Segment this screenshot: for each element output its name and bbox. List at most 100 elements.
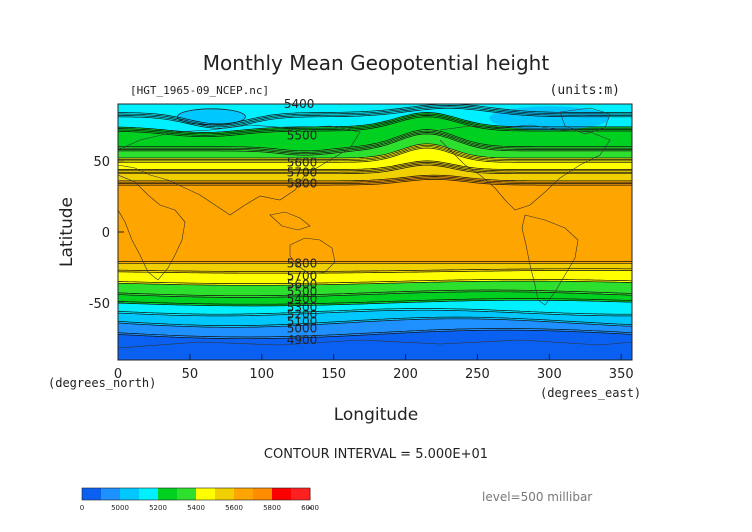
contour-north-5-6	[118, 133, 632, 156]
colorbar-swatch	[291, 488, 311, 500]
colorbar-swatch	[196, 488, 216, 500]
contour-north-8-2	[118, 176, 632, 183]
colorbar-swatch	[139, 488, 159, 500]
x-axis-title: Longitude	[334, 405, 419, 425]
colorbar-swatch	[234, 488, 254, 500]
colorbar-label: 5800	[263, 504, 281, 512]
colorbar-label: 5600	[225, 504, 243, 512]
contour-label: 5100	[287, 315, 318, 329]
contour-south-7-0	[118, 270, 632, 274]
contour-north-4-4	[118, 115, 632, 136]
colorbar-swatch	[253, 488, 273, 500]
filled-contour-bands	[118, 104, 632, 360]
y-tick-label: -50	[89, 297, 110, 312]
coastline-maritime-continent	[269, 211, 311, 231]
band-north-7	[118, 160, 632, 181]
contour-north-8-6	[118, 179, 632, 186]
contour-north-3-0	[118, 104, 632, 125]
contour-south-6-0	[118, 280, 632, 286]
contour-south-1-2	[118, 328, 632, 338]
contour-north-4-6	[118, 116, 632, 138]
coastline-south-america	[521, 214, 579, 306]
colorbar-label: 5200	[149, 504, 167, 512]
contour-north-5-2	[118, 130, 632, 153]
y-axis-ticks: 50 0 -50	[89, 155, 124, 312]
colorbar-swatch	[82, 488, 102, 500]
contour-label: 5600	[287, 278, 318, 292]
colorbar-label: ∞	[307, 504, 313, 512]
contour-north-6-4	[118, 146, 632, 162]
band-north-6	[118, 143, 632, 170]
contour-south-3-0	[118, 309, 632, 317]
colorbar: 0 5000 5200 5400 5600 5800 6000∞	[80, 487, 319, 512]
contour-south-4-0	[118, 299, 632, 307]
colorbar-frame	[81, 487, 311, 501]
x-tick-label: 200	[393, 367, 418, 382]
contour-label: 5800	[287, 256, 318, 270]
contour-label: 5500	[287, 128, 318, 142]
colorbar-swatch	[177, 488, 197, 500]
x-tick-label: 250	[465, 367, 490, 382]
colorbar-label: 5000	[111, 504, 129, 512]
coastline-eurasia	[118, 124, 361, 216]
level-text: level=500 millibar	[482, 490, 592, 504]
coastline-australia	[289, 237, 336, 275]
x-axis-ticks: 0 50 100 150 200 250 300 350	[114, 354, 634, 382]
contour-label: 5700	[287, 165, 318, 179]
contour-label: 5300	[287, 300, 318, 314]
coastline-greenland	[559, 107, 611, 135]
contour-north-5-0	[118, 129, 632, 152]
contour-north-4-0	[118, 112, 632, 133]
contour-north-8-0	[118, 174, 632, 182]
band-north-4	[118, 112, 632, 151]
contour-interval-text: CONTOUR INTERVAL = 5.000E+01	[264, 447, 488, 462]
contour-label: 5400	[284, 97, 315, 111]
plot-area: 0 50 100 150 200 250 300 350 500-50 54005500560…	[89, 97, 634, 382]
band-south-0	[118, 330, 632, 360]
contour-north-7-4	[118, 163, 632, 173]
contour-south-2-0	[118, 318, 632, 328]
x-tick-label: 150	[321, 367, 346, 382]
contour-label: 5200	[287, 307, 318, 321]
contour-north-6-6	[118, 147, 632, 163]
contour-north-7-6	[118, 164, 632, 175]
contour-north-7-2	[118, 161, 632, 172]
contour-label: 5400	[287, 292, 318, 306]
contour-label: 5600	[287, 155, 318, 169]
contour-south-7-2	[118, 268, 632, 272]
contour-lines	[118, 104, 632, 340]
contour-north-5-4	[118, 132, 632, 155]
colorbar-label: 6000	[301, 504, 319, 512]
band-south-2	[118, 310, 632, 328]
contour-south-3-2	[118, 308, 632, 315]
band-south-4	[118, 291, 632, 306]
band-south-1	[118, 318, 632, 339]
units-label: (units:m)	[550, 83, 620, 98]
contour-value-labels: 5400550056005700580058005700560055005400…	[284, 97, 317, 347]
contour-north-8-4	[118, 177, 632, 184]
contour-north-3-6	[118, 107, 632, 129]
x-tick-label: 100	[249, 367, 274, 382]
colorbar-swatch	[101, 488, 121, 500]
contour-south-5-0	[118, 291, 632, 298]
contour-north-6-2	[118, 144, 632, 160]
colorbar-label: 5400	[187, 504, 205, 512]
contour-south-5-2	[118, 289, 632, 297]
band-south-6	[118, 270, 632, 286]
contour-south-2-2	[118, 316, 632, 326]
contour-label: 5700	[287, 269, 318, 283]
contour-north-6-0	[118, 143, 632, 159]
contour-north-3-2	[118, 105, 632, 126]
y-tick-label: 0	[102, 226, 110, 241]
coastlines	[118, 107, 632, 349]
contour-south-4-2	[118, 298, 632, 305]
contour-north-7-0	[118, 160, 632, 170]
contour-north-3-4	[118, 106, 632, 128]
coastline-africa	[118, 174, 186, 281]
chart-title: Monthly Mean Geopotential height	[203, 51, 550, 75]
contour-south-1-0	[118, 329, 632, 340]
colorbar-swatch	[215, 488, 235, 500]
y-tick-label: 50	[93, 155, 110, 170]
coastline-antarctica	[118, 339, 632, 349]
